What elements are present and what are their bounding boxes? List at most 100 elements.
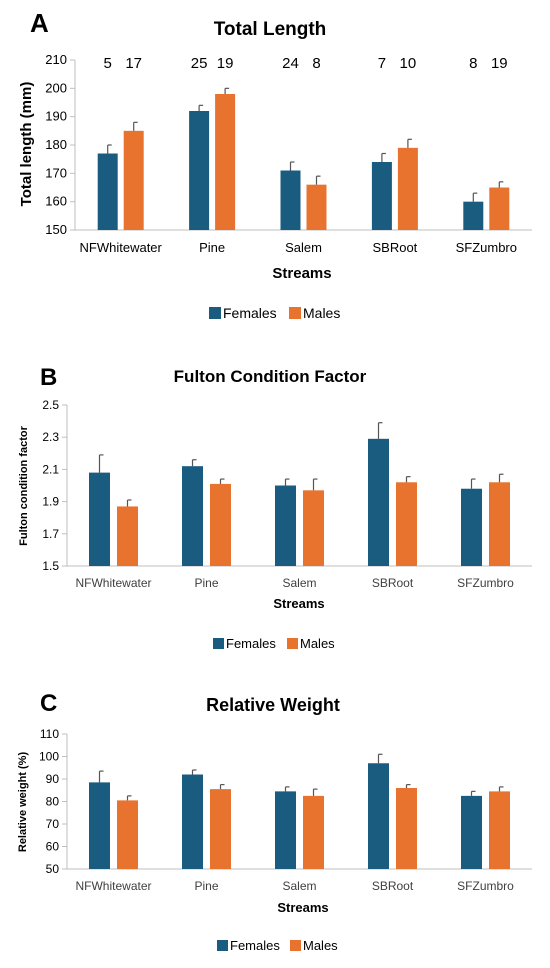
x-tick-label: Salem (282, 576, 316, 590)
sample-size-label: 19 (217, 55, 234, 72)
bar-males-salem (306, 184, 327, 230)
y-tick-label: 150 (45, 222, 67, 237)
y-tick-label: 160 (45, 194, 67, 209)
bar-females-salem (275, 791, 296, 869)
x-tick-label: NFWhitewater (75, 576, 151, 590)
legend-swatch-males (289, 307, 301, 319)
bar-males-sbroot (396, 788, 417, 869)
legend-label-males: Males (303, 305, 340, 321)
bar-females-sbroot (368, 763, 389, 869)
legend: Females Males (209, 305, 340, 321)
legend: Females Males (213, 636, 335, 651)
panel-letter: C (40, 690, 57, 717)
x-axis-label: Streams (273, 596, 324, 611)
sample-size-label: 8 (312, 55, 320, 72)
y-tick-label: 90 (46, 772, 60, 786)
x-tick-label: SFZumbro (456, 240, 517, 255)
legend: Females Males (217, 938, 338, 953)
legend-swatch-females (213, 638, 224, 649)
y-tick-label: 1.7 (42, 527, 59, 541)
y-axis-label: Relative weight (%) (17, 752, 29, 853)
x-tick-label: SBRoot (372, 879, 414, 893)
bar-males-sbroot (396, 482, 417, 566)
panel-letter: A (30, 8, 49, 38)
x-axis-label: Streams (277, 900, 328, 915)
bar-females-pine (182, 774, 203, 869)
bar-females-salem (280, 170, 301, 230)
sample-size-label: 19 (491, 55, 508, 72)
y-tick-label: 100 (39, 750, 59, 764)
chart-title: Relative Weight (206, 695, 340, 715)
y-tick-label: 2.1 (42, 462, 59, 476)
chart-relative-weight: C Relative Weight 50 60 70 80 90 100 110 NFWhit… (17, 690, 532, 953)
chart-total-length: A Total Length 150 160 170 180 190 200 210 NFWh… (18, 8, 532, 321)
y-tick-label: 200 (45, 80, 67, 95)
panel-letter: B (40, 364, 57, 391)
bar-females-salem (275, 485, 296, 566)
y-tick-label: 170 (45, 165, 67, 180)
bar-males-nfwhitewater (117, 800, 138, 869)
x-tick-label: SFZumbro (457, 576, 514, 590)
bar-females-nfwhitewater (89, 472, 110, 566)
legend-label-males: Males (303, 938, 338, 953)
legend-label-females: Females (226, 636, 276, 651)
bar-males-salem (303, 795, 324, 869)
bar-males-pine (210, 789, 231, 869)
chart-title: Total Length (214, 19, 327, 40)
bar-males-nfwhitewater (117, 506, 138, 566)
y-tick-label: 60 (46, 840, 60, 854)
sample-size-label: 25 (191, 55, 208, 72)
legend-label-females: Females (230, 938, 280, 953)
bar-females-sbroot (368, 438, 389, 566)
sample-size-label: 5 (104, 55, 112, 72)
bar-females-nfwhitewater (89, 782, 110, 869)
y-tick-label: 80 (46, 795, 60, 809)
bar-females-pine (189, 111, 210, 230)
bar-males-pine (215, 94, 236, 230)
sample-size-label: 10 (400, 55, 417, 72)
bar-males-sfzumbro (489, 482, 510, 566)
y-tick-label: 70 (46, 817, 60, 831)
y-axis-label: Total length (mm) (18, 82, 35, 207)
bar-females-sfzumbro (461, 488, 482, 566)
bar-females-sbroot (371, 162, 392, 230)
bar-males-pine (210, 483, 231, 566)
x-tick-label: Pine (199, 240, 225, 255)
y-tick-label: 50 (46, 862, 60, 876)
legend-swatch-males (290, 940, 301, 951)
x-tick-label: Salem (285, 240, 322, 255)
sample-size-label: 17 (125, 55, 142, 72)
x-tick-label: SBRoot (372, 576, 414, 590)
x-axis-label: Streams (272, 265, 331, 282)
y-tick-label: 190 (45, 109, 67, 124)
bar-females-nfwhitewater (97, 153, 118, 230)
sample-size-label: 24 (282, 55, 299, 72)
legend-swatch-males (287, 638, 298, 649)
x-tick-label: Pine (194, 576, 218, 590)
sample-size-label: 8 (469, 55, 477, 72)
bar-males-sfzumbro (489, 187, 510, 230)
y-tick-label: 2.3 (42, 430, 59, 444)
legend-label-females: Females (223, 305, 277, 321)
x-tick-label: Pine (194, 879, 218, 893)
legend-swatch-females (217, 940, 228, 951)
y-tick-label: 180 (45, 137, 67, 152)
sample-size-label: 7 (378, 55, 386, 72)
bar-females-pine (182, 466, 203, 566)
bar-females-sfzumbro (463, 201, 484, 230)
bar-males-salem (303, 490, 324, 566)
x-tick-label: NFWhitewater (80, 240, 163, 255)
x-tick-label: Salem (282, 879, 316, 893)
y-tick-label: 1.5 (42, 559, 59, 573)
legend-swatch-females (209, 307, 221, 319)
x-tick-label: NFWhitewater (75, 879, 151, 893)
chart-title: Fulton Condition Factor (174, 367, 367, 386)
bar-males-nfwhitewater (123, 130, 144, 230)
y-tick-label: 110 (40, 727, 59, 741)
bar-males-sbroot (397, 147, 418, 230)
bar-males-sfzumbro (489, 791, 510, 869)
panel-relative-weight: C Relative Weight 50 60 70 80 90 100 110 NFWhit… (0, 678, 550, 968)
chart-fulton-condition: B Fulton Condition Factor 1.5 1.7 1.9 2.1 2.… (18, 364, 532, 651)
y-tick-label: 210 (45, 52, 67, 67)
bar-females-sfzumbro (461, 795, 482, 869)
